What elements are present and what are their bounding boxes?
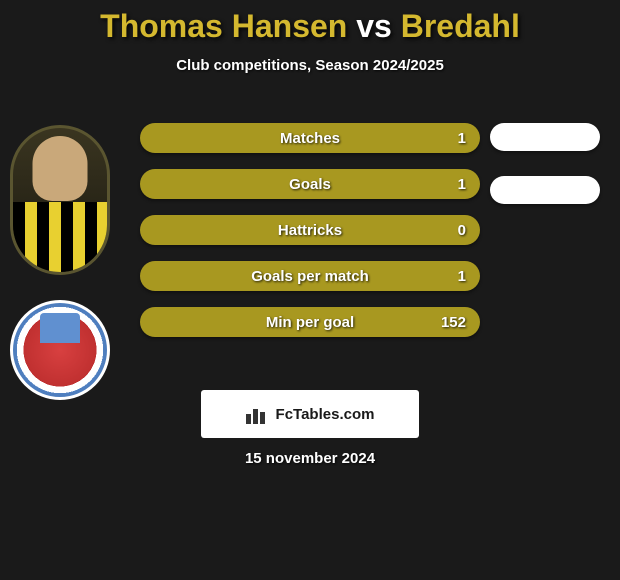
stat-value: 0	[436, 222, 466, 239]
stat-label: Hattricks	[278, 222, 342, 239]
stat-value: 1	[436, 130, 466, 147]
team-logo	[10, 300, 110, 400]
stat-row-min-per-goal: Min per goal 152	[140, 307, 480, 337]
player-photo	[10, 125, 110, 275]
brand-text: FcTables.com	[276, 406, 375, 423]
right-pills	[490, 123, 600, 229]
footer-date: 15 november 2024	[0, 450, 620, 467]
footer-brand-badge[interactable]: FcTables.com	[201, 390, 419, 438]
stat-row-goals: Goals 1	[140, 169, 480, 199]
left-avatars	[10, 125, 110, 400]
stat-row-goals-per-match: Goals per match 1	[140, 261, 480, 291]
player-jersey	[13, 202, 107, 272]
stat-label: Min per goal	[266, 314, 354, 331]
stat-label: Goals per match	[251, 268, 369, 285]
comparison-title: Thomas Hansen vs Bredahl	[0, 0, 620, 45]
vs-separator: vs	[356, 8, 392, 44]
right-pill-matches	[490, 123, 600, 151]
stat-row-matches: Matches 1	[140, 123, 480, 153]
player2-name: Bredahl	[401, 8, 520, 44]
bar-chart-icon	[246, 404, 270, 424]
stat-rows: Matches 1 Goals 1 Hattricks 0 Goals per …	[140, 123, 480, 353]
stat-value: 152	[436, 314, 466, 331]
right-pill-goals	[490, 176, 600, 204]
stat-label: Matches	[280, 130, 340, 147]
stat-value: 1	[436, 176, 466, 193]
subtitle: Club competitions, Season 2024/2025	[0, 57, 620, 74]
player-face-placeholder	[33, 136, 88, 201]
stat-row-hattricks: Hattricks 0	[140, 215, 480, 245]
stat-label: Goals	[289, 176, 331, 193]
stat-value: 1	[436, 268, 466, 285]
player1-name: Thomas Hansen	[100, 8, 347, 44]
